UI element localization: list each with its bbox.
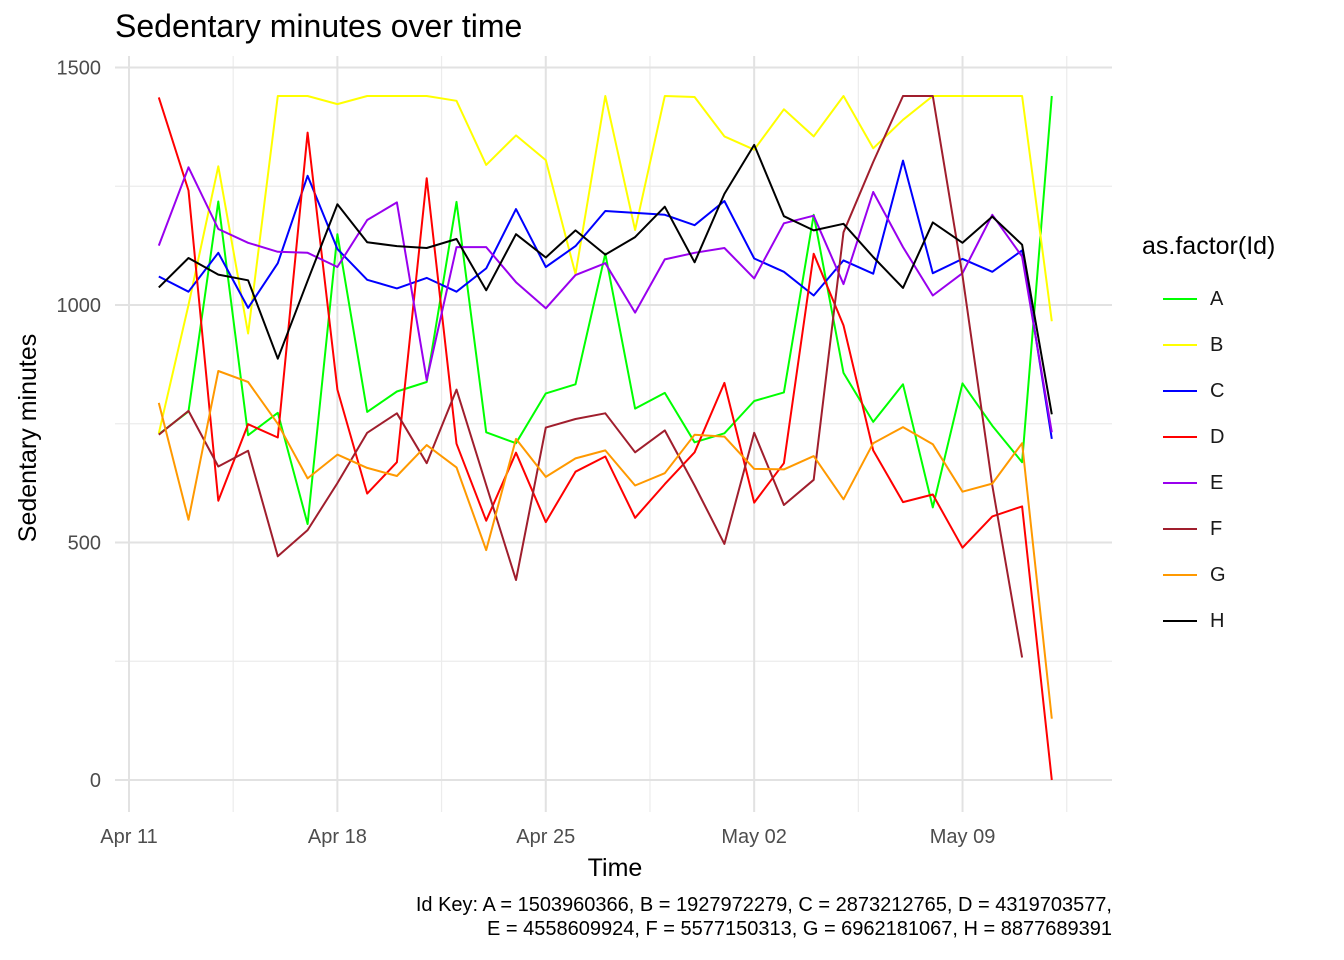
legend-item-c: C	[1142, 368, 1226, 414]
series-line-a	[158, 95, 1053, 525]
legend-item-a: A	[1142, 276, 1226, 322]
legend-key	[1142, 414, 1197, 460]
x-tick-label: Apr 25	[516, 826, 575, 848]
major-gridlines	[115, 56, 1112, 812]
y-tick-label: 0	[90, 770, 101, 792]
caption-line-1: Id Key: A = 1503960366, B = 1927972279, …	[415, 894, 1112, 916]
y-tick-label: 500	[68, 533, 101, 555]
chart-title: Sedentary minutes over time	[115, 8, 523, 44]
legend-item-g: G	[1142, 552, 1226, 598]
legend-item-b: B	[1142, 322, 1226, 368]
legend-key	[1142, 506, 1197, 552]
legend-label: H	[1210, 609, 1225, 632]
x-tick-label: May 02	[721, 826, 787, 848]
legend-label: A	[1210, 287, 1224, 310]
legend-item-d: D	[1142, 414, 1226, 460]
series-line-e	[157, 166, 1053, 433]
legend-key	[1142, 460, 1197, 506]
y-tick-label: 1000	[57, 295, 102, 317]
legend-key	[1142, 368, 1197, 414]
series-lines	[157, 95, 1053, 781]
series-line-h	[158, 143, 1053, 415]
id-key-caption: Id Key: A = 1503960366, B = 1927972279, …	[416, 893, 1112, 941]
x-tick-labels: Apr 11 Apr 18 Apr 25 May 02 May 09	[100, 826, 995, 848]
legend-label: F	[1210, 517, 1223, 540]
x-tick-label: May 09	[930, 826, 996, 848]
legend-key	[1142, 276, 1197, 322]
legend-label: B	[1210, 333, 1224, 356]
y-tick-labels: 0 500 1000 1500	[57, 58, 102, 793]
x-axis-label: Time	[588, 854, 643, 882]
legend-title: as.factor(Id)	[1142, 232, 1276, 260]
legend-item-f: F	[1142, 506, 1226, 552]
series-line-f	[158, 95, 1024, 658]
legend-key	[1142, 598, 1197, 644]
legend-key	[1142, 552, 1197, 598]
series-line-c	[158, 159, 1053, 440]
y-tick-label: 1500	[57, 58, 102, 80]
x-tick-label: Apr 18	[308, 826, 367, 848]
series-line-b	[157, 95, 1053, 434]
legend-label: D	[1210, 425, 1225, 448]
caption-line-2: E = 4558609924, F = 5577150313, G = 6962…	[487, 918, 1112, 940]
legend-label: C	[1210, 379, 1225, 402]
series-line-d	[157, 97, 1053, 781]
y-axis-label: Sedentary minutes	[14, 334, 42, 542]
series-line-g	[157, 370, 1053, 719]
legend-item-h: H	[1142, 598, 1226, 644]
legend-label: E	[1210, 471, 1224, 494]
legend-key	[1142, 322, 1197, 368]
legend-label: G	[1210, 563, 1226, 586]
legend-item-e: E	[1142, 460, 1226, 506]
x-tick-label: Apr 11	[100, 826, 157, 848]
